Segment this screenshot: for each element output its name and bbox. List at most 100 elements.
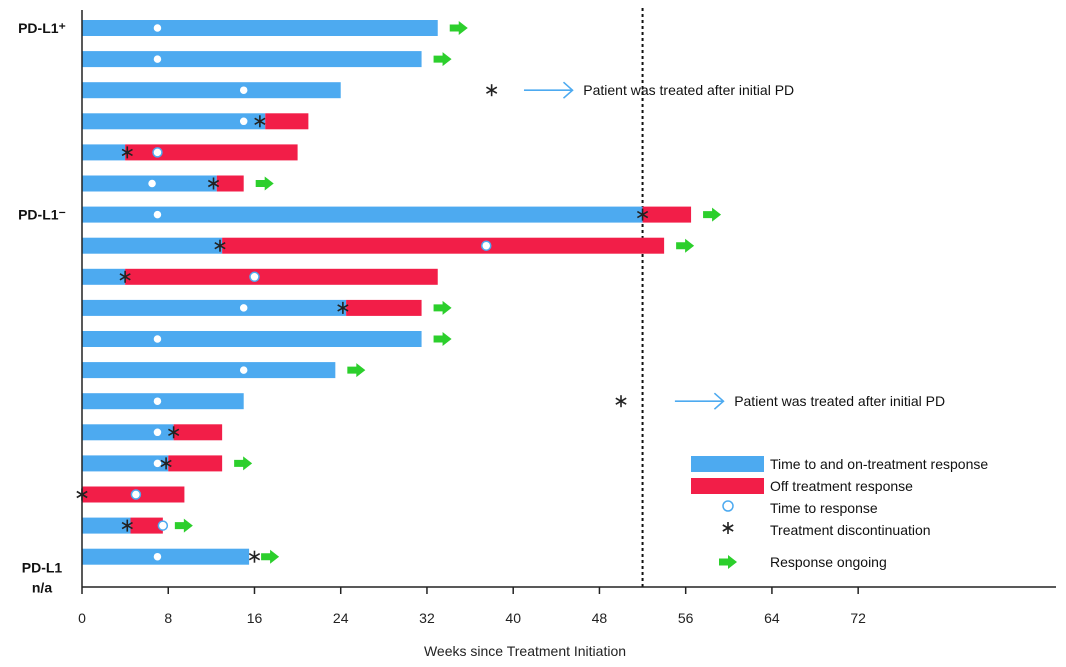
ongoing-arrow-6 (255, 176, 274, 191)
legend-label-discontinuation: Treatment discontinuation (770, 522, 931, 538)
annotation-2: Patient was treated after initial PD (674, 392, 945, 410)
ongoing-arrow-1 (449, 21, 468, 35)
response-marker-13 (152, 395, 163, 407)
ongoing-arrow-18 (261, 549, 280, 564)
off-treatment-bar-17 (130, 517, 163, 534)
off-treatment-bar-4 (265, 113, 309, 130)
legend-item-ongoing: Response ongoing (719, 554, 887, 570)
ongoing-arrow-12 (347, 363, 366, 378)
group-label-3: PD-L1 n/a (22, 560, 63, 596)
on-treatment-bar-1 (82, 20, 438, 36)
discontinuation-marker-5 (121, 146, 133, 159)
on-treatment-bar-4 (82, 113, 266, 130)
x-tick-label-9: 72 (850, 610, 866, 626)
discontinuation-marker-13 (615, 395, 627, 408)
x-tick-label-3: 24 (333, 610, 349, 626)
legend-item-off_bar: Off treatment response (691, 478, 913, 494)
response-marker-8 (481, 240, 492, 251)
off-treatment-bar-7 (642, 206, 692, 223)
ongoing-arrow-11 (433, 332, 452, 346)
off-treatment-bar-10 (346, 299, 422, 316)
on-treatment-bar-11 (82, 331, 422, 347)
group-labels-layer: PD-L1⁺ PD-L1⁻ PD-L1 n/a (18, 20, 66, 596)
legend-item-discontinuation: Treatment discontinuation (722, 522, 931, 538)
response-marker-5 (152, 147, 163, 158)
x-tick-label-0: 0 (78, 610, 86, 626)
x-tick-label-6: 48 (592, 610, 608, 626)
ongoing-arrow-8 (676, 238, 695, 253)
response-marker-7 (152, 209, 163, 220)
x-tick-label-8: 64 (764, 610, 780, 626)
legend-label-response: Time to response (770, 500, 878, 516)
on-treatment-bar-10 (82, 299, 347, 316)
on-treatment-bar-7 (82, 206, 643, 223)
off-treatment-bar-8 (222, 237, 665, 254)
ongoing-arrow-7 (703, 207, 722, 222)
off-treatment-bar-9 (125, 268, 438, 285)
ongoing-arrow-2 (433, 52, 452, 67)
on-treatment-bar-17 (82, 517, 131, 534)
group-label-line: PD-L1⁺ (18, 20, 66, 36)
ongoing-arrow-17 (174, 518, 193, 533)
on-treatment-bar-15 (82, 455, 169, 472)
on-treatment-bar-8 (82, 237, 223, 254)
discontinuation-marker-8 (214, 239, 226, 252)
ongoing-arrow-10 (433, 300, 452, 315)
legend-item-response: Time to response (722, 500, 878, 516)
off-treatment-bar-15 (168, 455, 223, 472)
discontinuation-marker-10 (337, 301, 349, 314)
annotation-arrow-head (562, 81, 574, 99)
on-treatment-bar-2 (82, 51, 422, 68)
legend-item-on_bar: Time to and on-treatment response (691, 456, 988, 472)
response-marker-2 (152, 53, 163, 65)
response-marker-18 (152, 551, 163, 562)
on-treatment-bar-5 (82, 144, 126, 161)
on-treatment-bar-9 (82, 268, 126, 285)
response-marker-3 (238, 84, 249, 96)
off-treatment-bar-5 (125, 144, 298, 161)
discontinuation-marker-18 (248, 550, 261, 563)
legend-label-off_bar: Off treatment response (770, 478, 913, 494)
on-treatment-bar-14 (82, 424, 174, 441)
x-tick-label-4: 32 (419, 610, 435, 626)
annotation-text: Patient was treated after initial PD (734, 393, 945, 409)
response-marker-1 (152, 22, 163, 34)
x-tick-label-5: 40 (505, 610, 521, 626)
group-label-2: PD-L1⁻ (18, 207, 66, 223)
on-treatment-bar-12 (82, 362, 336, 379)
annotations-layer: Patient was treated after initial PD Pati… (523, 81, 945, 410)
group-label-line: PD-L1 (22, 560, 63, 576)
legend-swatch-off-treatment (691, 478, 764, 494)
response-marker-15 (152, 458, 163, 469)
legend-swatch-response (722, 500, 734, 512)
legend-swatch-discontinuation (722, 522, 734, 534)
markers-layer (76, 21, 722, 564)
response-marker-14 (152, 427, 163, 438)
x-tick-label-2: 16 (247, 610, 263, 626)
on-treatment-bar-13 (82, 393, 244, 410)
group-label-line: PD-L1⁻ (18, 207, 66, 223)
response-marker-4 (238, 116, 249, 127)
response-marker-12 (238, 364, 249, 376)
legend-swatch-ongoing (719, 555, 737, 569)
on-treatment-bar-18 (82, 548, 250, 565)
discontinuation-marker-14 (168, 426, 180, 439)
annotation-text: Patient was treated after initial PD (583, 82, 794, 98)
discontinuation-marker-9 (119, 270, 131, 283)
x-axis-label: Weeks since Treatment Initiation (424, 643, 626, 659)
response-marker-10 (238, 302, 249, 314)
legend-swatch-on-treatment (691, 456, 764, 472)
discontinuation-marker-15 (160, 457, 172, 470)
x-tick-label-1: 8 (164, 610, 172, 626)
axes-layer (81, 10, 1056, 588)
discontinuation-marker-6 (207, 177, 220, 190)
x-tick-label-7: 56 (678, 610, 694, 626)
on-treatment-bar-3 (82, 82, 341, 99)
group-label-line: n/a (32, 580, 52, 596)
legend: Time to and on-treatment response Off tre… (691, 456, 988, 570)
response-marker-11 (152, 333, 163, 345)
discontinuation-marker-3 (486, 84, 498, 97)
response-marker-6 (146, 178, 158, 189)
discontinuation-marker-7 (636, 208, 649, 221)
